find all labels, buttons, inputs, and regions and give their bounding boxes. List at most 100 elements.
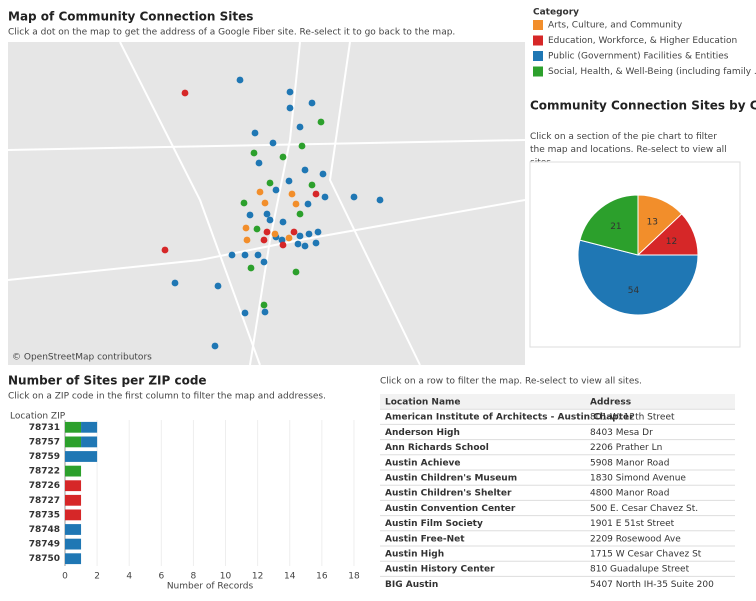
x-tick-label: 0 <box>62 572 68 582</box>
table-cell: Austin Convention Center <box>385 504 516 514</box>
bar-segment <box>65 509 82 521</box>
table-note: Click on a row to filter the map. Re-sel… <box>380 377 642 387</box>
map-site-dot <box>214 282 222 290</box>
map-site-dot <box>269 139 277 147</box>
x-tick-label: 8 <box>191 572 197 582</box>
y-tick-label: 78735 <box>29 510 60 520</box>
bar-segment <box>65 480 82 492</box>
map-site-dot <box>243 236 251 244</box>
map-site-dot <box>241 251 249 259</box>
map-site-dot <box>376 196 384 204</box>
map-site-dot <box>247 264 255 272</box>
table-cell: 810 Guadalupe Street <box>590 565 690 575</box>
map-site-dot <box>319 170 327 178</box>
map-site-dot <box>255 159 263 167</box>
table-cell: Ann Richards School <box>385 443 489 453</box>
map-site-dot <box>279 153 287 161</box>
pie-slice <box>577 239 699 316</box>
legend-swatch <box>533 20 543 30</box>
y-axis-title: Location ZIP <box>10 412 66 422</box>
map-site-dot <box>294 240 302 248</box>
map-site-dot <box>321 193 329 201</box>
table-cell: Austin Children's Museum <box>385 474 517 484</box>
legend-title: Category <box>533 8 579 18</box>
table-cell: 5908 Manor Road <box>590 458 669 468</box>
pie-value-label: 21 <box>610 222 621 232</box>
map-credit: © OpenStreetMap contributors <box>12 353 152 363</box>
map-site-dot <box>261 199 269 207</box>
map-site-dot <box>241 309 249 317</box>
map-site-dot <box>261 308 269 316</box>
pie-value-label: 13 <box>647 217 658 227</box>
map-site-dot <box>263 210 271 218</box>
bar-segment <box>65 451 98 462</box>
table-cell: Austin High <box>385 550 444 560</box>
map-site-dot <box>288 190 296 198</box>
pie-value-label: 54 <box>628 286 640 296</box>
bar-segment <box>65 494 82 506</box>
legend-swatch <box>533 51 543 61</box>
map-site-dot <box>272 186 280 194</box>
map-site-dot <box>290 228 298 236</box>
x-tick-label: 12 <box>252 572 263 582</box>
map-site-dot <box>271 230 279 238</box>
table-cell: Austin Free-Net <box>385 534 465 544</box>
table-cell: 2209 Rosewood Ave <box>590 534 681 544</box>
bar-segment <box>65 421 82 433</box>
table-cell: BIG Austin <box>385 580 438 590</box>
table-cell: American Institute of Architects - Austi… <box>385 413 634 423</box>
table-cell: 5407 North IH-35 Suite 200 <box>590 580 714 590</box>
x-tick-label: 14 <box>284 572 296 582</box>
map-site-dot <box>256 188 264 196</box>
table-header: Location Name <box>385 398 461 408</box>
table-header-bg <box>380 394 735 410</box>
pie-value-label: 12 <box>666 237 677 247</box>
map-site-dot <box>254 251 262 259</box>
y-tick-label: 78749 <box>29 540 60 550</box>
map-site-dot <box>308 181 316 189</box>
map-site-dot <box>312 190 320 198</box>
bar-subtitle: Click on a ZIP code in the first column … <box>8 392 326 402</box>
bar-segment <box>65 553 82 565</box>
map-title: Map of Community Connection Sites <box>8 10 253 24</box>
map-site-dot <box>312 239 320 247</box>
map-site-dot <box>242 224 250 232</box>
pie-title: Community Connection Sites by Category <box>530 99 756 113</box>
x-tick-label: 4 <box>126 572 132 582</box>
map-site-dot <box>296 210 304 218</box>
x-tick-label: 16 <box>316 572 328 582</box>
map-subtitle: Click a dot on the map to get the addres… <box>8 28 455 38</box>
y-tick-label: 78731 <box>29 423 60 433</box>
map-site-dot <box>296 232 304 240</box>
map-site-dot <box>236 76 244 84</box>
x-tick-label: 10 <box>220 572 232 582</box>
map-site-dot <box>211 342 219 350</box>
y-tick-label: 78727 <box>29 496 60 506</box>
map-site-dot <box>266 179 274 187</box>
map-site-dot <box>263 228 271 236</box>
bar-segment <box>65 465 82 477</box>
map-site-dot <box>317 118 325 126</box>
table-cell: 500 E. Cesar Chavez St. <box>590 504 698 514</box>
map-site-dot <box>251 129 259 137</box>
map-site-dot <box>296 123 304 131</box>
map-site-dot <box>260 301 268 309</box>
x-axis-title: Number of Records <box>167 582 254 592</box>
table-cell: Austin Children's Shelter <box>385 489 512 499</box>
bar-segment <box>65 524 82 535</box>
legend-label: Arts, Culture, and Community <box>548 21 683 31</box>
table-cell: 801 W. 12th Street <box>590 413 675 423</box>
map-site-dot <box>308 99 316 107</box>
table-header: Address <box>590 398 631 408</box>
map-site-dot <box>171 279 179 287</box>
table-cell: 8403 Mesa Dr <box>590 428 653 438</box>
table-cell: Austin Achieve <box>385 458 461 468</box>
map-site-dot <box>301 242 309 250</box>
map-site-dot <box>298 142 306 150</box>
bar-segment <box>65 538 82 550</box>
x-tick-label: 2 <box>94 572 100 582</box>
y-tick-label: 78757 <box>29 437 60 447</box>
map-site-dot <box>292 268 300 276</box>
table-cell: 1901 E 51st Street <box>590 519 675 529</box>
